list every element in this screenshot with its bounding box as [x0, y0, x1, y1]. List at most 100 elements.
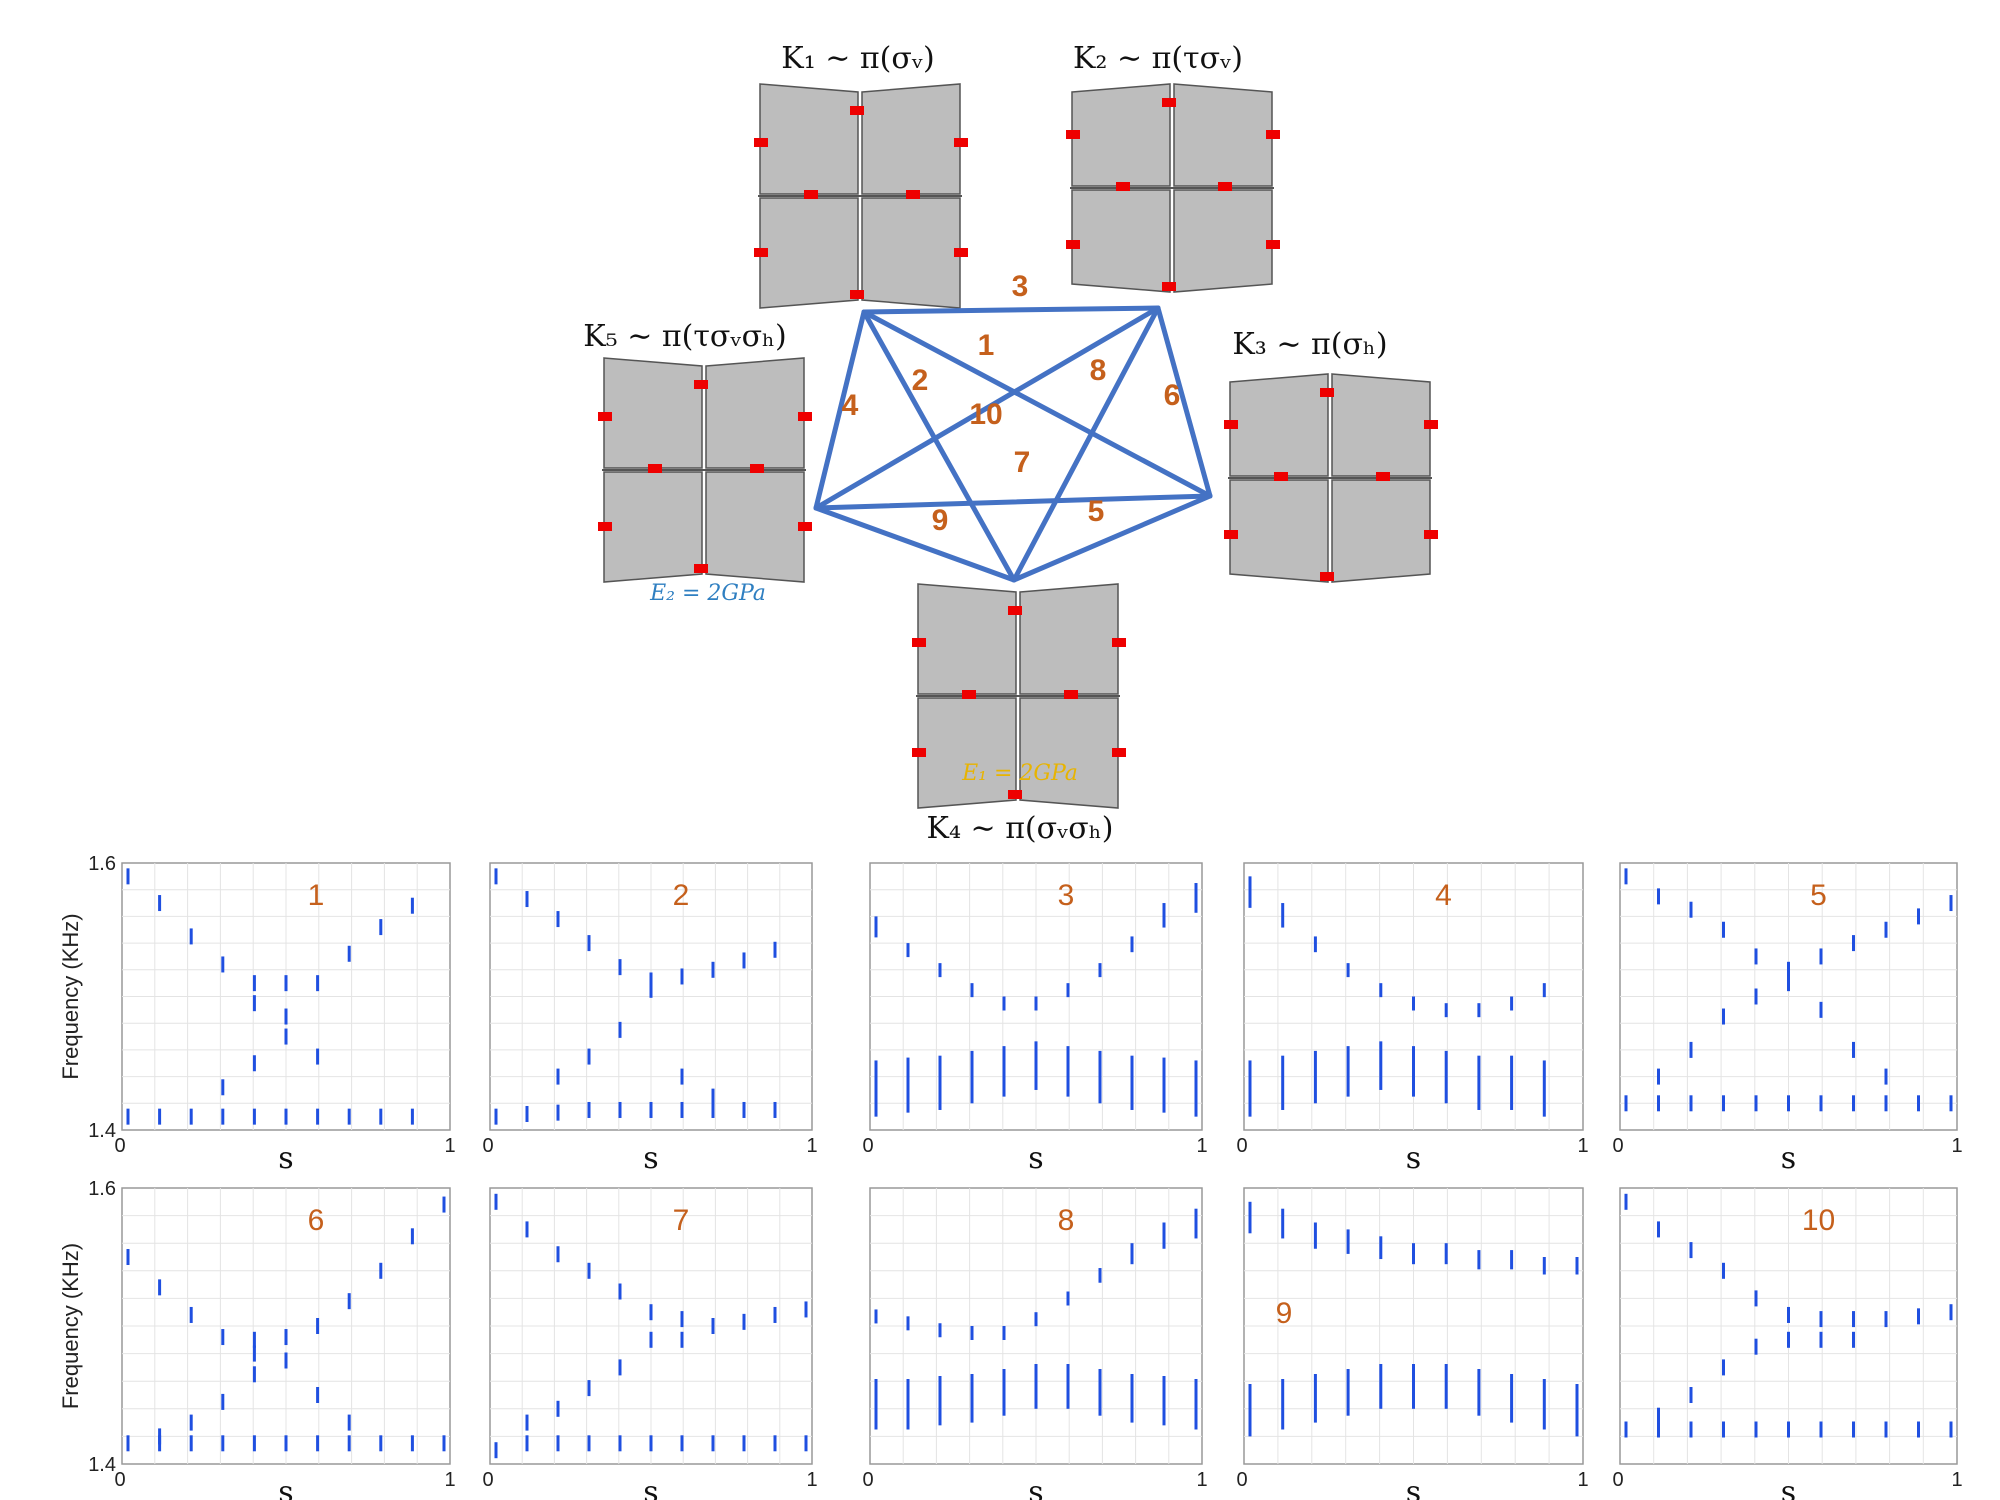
plot-5: 5 0 1 s — [1612, 862, 1963, 1176]
data-point — [525, 1435, 529, 1452]
x-tick-label: 0 — [482, 1135, 493, 1157]
actuator-pad — [804, 190, 818, 199]
plate — [917, 697, 1017, 809]
plate — [1331, 479, 1431, 583]
data-point — [1624, 1421, 1628, 1438]
x-axis-label: s — [1028, 1475, 1043, 1500]
edge-label-10: 10 — [969, 398, 1002, 431]
data-point — [189, 1306, 193, 1323]
data-point — [1852, 1041, 1855, 1058]
data-point — [1657, 1095, 1660, 1112]
data-point — [1657, 1407, 1660, 1424]
data-point — [618, 1435, 622, 1452]
data-point — [742, 952, 746, 969]
x-tick-label: 1 — [1577, 1135, 1588, 1157]
data-point-band — [1510, 1055, 1514, 1110]
actuator-pad — [1064, 690, 1078, 699]
plot-10: 10 0 1 s — [1612, 1187, 1963, 1500]
data-point — [410, 1228, 414, 1245]
data-point — [347, 1414, 351, 1431]
data-point-band — [1194, 1060, 1198, 1117]
plate — [759, 83, 859, 195]
edge-label-8: 8 — [1090, 354, 1107, 387]
data-point — [1949, 1421, 1953, 1438]
plot-number-label: 8 — [1058, 1204, 1075, 1237]
data-point-band — [1281, 1208, 1285, 1239]
data-point — [494, 1442, 498, 1459]
data-point — [252, 995, 256, 1012]
data-point — [1917, 1308, 1920, 1325]
data-point — [284, 975, 288, 992]
data-point — [680, 968, 684, 985]
data-point-band — [1444, 1003, 1448, 1018]
data-point — [649, 1331, 653, 1348]
data-point-band — [1194, 1379, 1198, 1430]
actuator-pad — [1320, 572, 1334, 581]
data-point — [347, 1108, 351, 1125]
data-point — [494, 1193, 498, 1210]
data-point — [711, 1318, 715, 1334]
data-point — [1657, 1421, 1660, 1438]
actuator-pad — [1376, 472, 1390, 481]
x-axis-label: s — [643, 1141, 658, 1176]
data-point — [1689, 1041, 1693, 1058]
data-point-band — [1542, 1379, 1546, 1430]
data-point — [1852, 1331, 1855, 1348]
data-point — [442, 1196, 446, 1213]
data-point-band — [1248, 1201, 1252, 1234]
data-point-band — [1477, 1250, 1481, 1270]
data-point-band — [1510, 1250, 1514, 1270]
plate — [1071, 189, 1171, 293]
plate — [603, 471, 703, 583]
data-point-band — [1194, 1208, 1198, 1239]
data-point — [587, 1048, 591, 1065]
data-point — [347, 1293, 351, 1310]
data-point — [556, 911, 560, 928]
data-point — [189, 1435, 193, 1452]
data-point-band — [1098, 963, 1102, 978]
plot-1: 1 0 1 s 1.6 1.4 Frequency (KHz) — [58, 853, 456, 1176]
plate — [1019, 697, 1119, 809]
graph-edge-2 — [861, 309, 1213, 499]
data-point — [1624, 1095, 1628, 1112]
data-point — [284, 1352, 288, 1369]
data-point — [316, 1435, 320, 1452]
structure-k2: K₂ ∼ π(τσᵥ) — [1066, 41, 1280, 293]
edge-label-4: 4 — [842, 389, 859, 422]
data-point — [284, 1008, 288, 1025]
graph-edge-9 — [813, 505, 1017, 583]
x-tick-label: 0 — [1612, 1469, 1623, 1491]
graph-edge-6 — [1155, 305, 1213, 499]
data-point-band — [1162, 1222, 1166, 1249]
actuator-pad — [694, 564, 708, 573]
actuator-pad — [1066, 130, 1080, 139]
plate — [917, 583, 1017, 695]
data-point — [1884, 921, 1888, 938]
data-point — [1819, 948, 1823, 965]
plot-number-label: 5 — [1810, 879, 1827, 912]
data-point-band — [1002, 1369, 1006, 1416]
data-point-band — [1313, 1222, 1317, 1249]
data-point-band — [1542, 1257, 1546, 1275]
actuator-pad — [754, 248, 768, 257]
data-point-band — [970, 1374, 974, 1423]
plot-number-label: 10 — [1802, 1204, 1835, 1237]
actuator-pad — [912, 748, 926, 757]
data-point-band — [970, 1326, 974, 1340]
data-point-band — [1379, 1364, 1383, 1409]
plot-7: 7 0 1 s — [482, 1187, 818, 1500]
data-point-band — [1130, 1055, 1134, 1110]
actuator-pad — [798, 522, 812, 531]
data-point-band — [874, 916, 878, 938]
data-point — [284, 1435, 288, 1452]
data-point-band — [1248, 1060, 1252, 1117]
data-point-band — [1379, 1236, 1383, 1260]
x-tick-label: 1 — [1577, 1469, 1588, 1491]
data-point-band — [1575, 1384, 1579, 1437]
data-point — [221, 1329, 225, 1346]
data-point — [410, 1108, 414, 1125]
data-point — [1917, 908, 1920, 925]
data-point — [1819, 1001, 1823, 1018]
data-point — [284, 1108, 288, 1125]
x-tick-label: 0 — [862, 1469, 873, 1491]
